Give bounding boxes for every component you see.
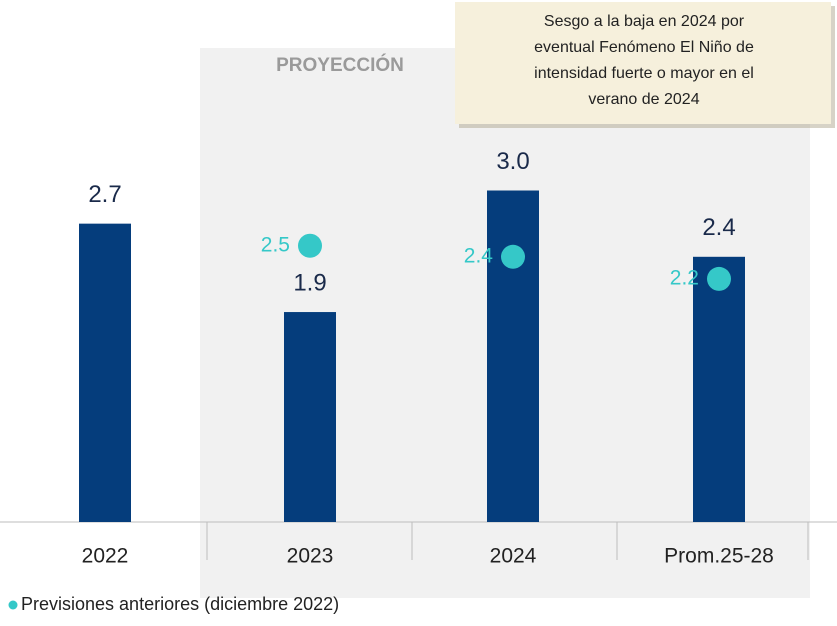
value-label: 2.7 xyxy=(88,181,121,208)
previous-forecast-dot xyxy=(298,233,322,258)
value-label: 1.9 xyxy=(293,269,326,296)
x-tick-label: 2022 xyxy=(82,545,129,568)
annotation-text: verano de 2024 xyxy=(588,91,699,108)
annotation-box xyxy=(455,2,831,124)
x-tick-label: Prom.25-28 xyxy=(664,545,774,568)
bar xyxy=(487,190,539,522)
previous-forecast-label: 2.4 xyxy=(464,244,494,267)
value-label: 2.4 xyxy=(702,214,735,241)
bar xyxy=(693,256,745,522)
annotation-text: eventual Fenómeno El Niño de xyxy=(534,39,754,56)
x-tick-label: 2024 xyxy=(490,545,537,568)
previous-forecast-label: 2.5 xyxy=(261,233,290,256)
legend-label: Previsiones anteriores (diciembre 2022) xyxy=(21,594,339,614)
previous-forecast-dot xyxy=(501,244,525,269)
previous-forecast-dot xyxy=(707,266,731,291)
bar xyxy=(284,312,336,522)
legend-marker xyxy=(8,600,18,610)
value-label: 3.0 xyxy=(496,148,529,175)
bar xyxy=(79,223,131,522)
x-tick-label: 2023 xyxy=(287,545,334,568)
previous-forecast-label: 2.2 xyxy=(670,266,699,289)
region-label: PROYECCIÓN xyxy=(276,54,404,76)
annotation-text: intensidad fuerte o mayor en el xyxy=(534,65,754,82)
annotation-text: Sesgo a la baja en 2024 por xyxy=(544,13,745,30)
